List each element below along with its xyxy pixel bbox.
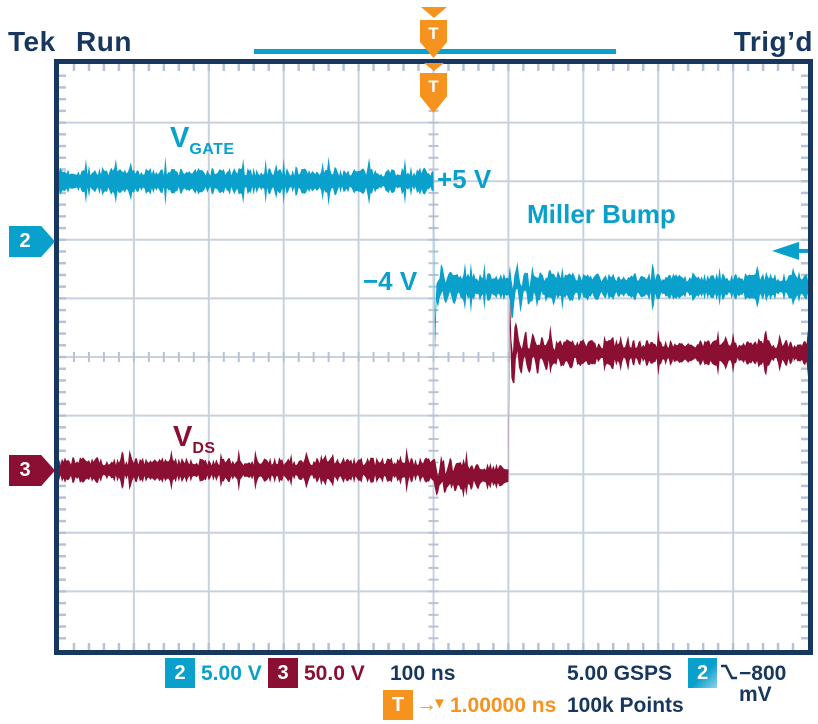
trace-v_gate — [59, 156, 808, 354]
arrow-icon: → — [416, 693, 437, 716]
trigger-badge[interactable]: T — [383, 690, 413, 720]
channel-3-scale: 50.0 V — [304, 662, 365, 685]
timebase-readout: 100 ns — [390, 662, 456, 685]
trigger-level-readout: −800 mV — [739, 662, 787, 706]
falling-edge-slope-icon — [721, 664, 737, 680]
down-triangle-icon: ▼ — [432, 695, 447, 712]
sample-rate-readout: 5.00 GSPS — [567, 662, 673, 685]
channel-3-badge[interactable]: 3 — [268, 658, 298, 688]
trigger-marker-label: T — [428, 24, 439, 43]
trigger-delay-readout: 1.00000 ns — [450, 694, 557, 717]
channel-2-scale: 5.00 V — [201, 662, 262, 685]
channel-2-badge[interactable]: 2 — [165, 658, 195, 688]
miller-bump-label: Miller Bump — [527, 199, 676, 229]
trigger-status: Trig’d — [733, 26, 813, 57]
vgate-label: VGATE — [170, 122, 235, 158]
record-length-readout: 100k Points — [567, 694, 684, 717]
trigger-point-triangle-icon[interactable] — [424, 63, 444, 71]
tek-logo: Tek — [8, 26, 56, 57]
trigger-position-triangle-icon[interactable] — [421, 7, 447, 18]
trigger-level-arrow[interactable] — [772, 241, 808, 260]
trigger-marker-label: T — [428, 77, 439, 96]
acquisition-status: Run — [76, 26, 132, 57]
vds-label: VDS — [173, 421, 216, 457]
channel-3-reference-marker[interactable]: 3 — [9, 455, 55, 486]
graticule: VGATE +5 V Miller Bump −4 V VDS — [54, 59, 813, 655]
channel-2-reference-marker[interactable]: 2 — [9, 226, 55, 257]
trace-v_ds — [59, 293, 808, 498]
plus5v-label: +5 V — [437, 164, 492, 194]
trigger-source-badge[interactable]: 2 — [688, 658, 717, 688]
minus4v-label: −4 V — [363, 266, 418, 296]
